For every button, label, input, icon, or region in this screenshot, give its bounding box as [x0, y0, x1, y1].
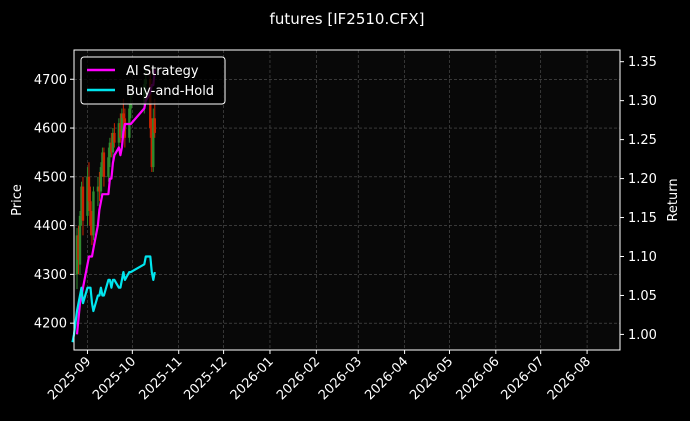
candle-body	[110, 142, 113, 153]
y-axis-label-price: Price	[10, 184, 25, 216]
candle-body	[150, 128, 153, 168]
candle-body	[122, 113, 125, 119]
legend-label-buy-and-hold: Buy-and-Hold	[126, 84, 214, 99]
candle-body	[101, 152, 104, 168]
legend: AI Strategy Buy-and-Hold	[80, 56, 226, 105]
candle-body	[107, 157, 110, 177]
candle-body	[92, 191, 95, 236]
legend-label-ai-strategy: AI Strategy	[126, 64, 199, 79]
candle-body	[102, 152, 106, 177]
tick-label-return: 1.20	[628, 172, 657, 187]
candle-body	[98, 186, 101, 192]
tick-label-return: 1.25	[628, 133, 657, 148]
y-axis-price: 4200 4300 4400 4500 4600 4700	[34, 73, 74, 332]
candle-body	[113, 132, 116, 143]
candle-body	[89, 201, 92, 226]
series-lines	[71, 69, 156, 343]
candle-body	[80, 186, 83, 216]
candle-body	[81, 186, 85, 221]
tick-label-return: 1.30	[628, 94, 657, 109]
candle-body	[87, 176, 91, 202]
tick-label-return: 1.35	[628, 55, 657, 70]
tick-label-price: 4300	[34, 268, 67, 283]
tick-label-return: 1.05	[628, 289, 657, 304]
tick-label-price: 4400	[34, 219, 67, 234]
candle-body	[152, 118, 155, 168]
candle-body	[119, 123, 122, 138]
chart-title: futures [IF2510.CFX]	[270, 10, 425, 28]
tick-label-price: 4600	[34, 122, 67, 137]
tick-label-return: 1.00	[628, 328, 657, 343]
candle-body	[78, 215, 82, 265]
tick-label-price: 4500	[34, 170, 67, 185]
candle-body	[108, 142, 112, 158]
series-line-ai-strategy	[75, 69, 156, 335]
candle-body	[129, 103, 133, 109]
candle-body	[90, 225, 94, 236]
tick-label-return: 1.15	[628, 211, 657, 226]
tick-label-price: 4200	[34, 317, 67, 332]
candle-body	[117, 123, 121, 143]
candle-body	[77, 235, 80, 260]
series-line-buy-and-hold	[71, 255, 156, 343]
y-axis-label-return: Return	[666, 178, 681, 221]
candle-body	[86, 176, 89, 216]
legend-box	[80, 56, 226, 105]
candle-body	[75, 235, 79, 275]
tick-label-price: 4700	[34, 73, 67, 88]
candle-body	[153, 118, 156, 133]
tick-label-return: 1.10	[628, 250, 657, 265]
candle-body	[120, 113, 124, 138]
candle-body	[111, 132, 115, 153]
y-axis-return: 1.00 1.05 1.10 1.15 1.20 1.25 1.30 1.35	[620, 55, 657, 343]
candle-body	[96, 186, 100, 192]
candle-body	[99, 167, 103, 192]
plot-frame	[73, 49, 621, 351]
